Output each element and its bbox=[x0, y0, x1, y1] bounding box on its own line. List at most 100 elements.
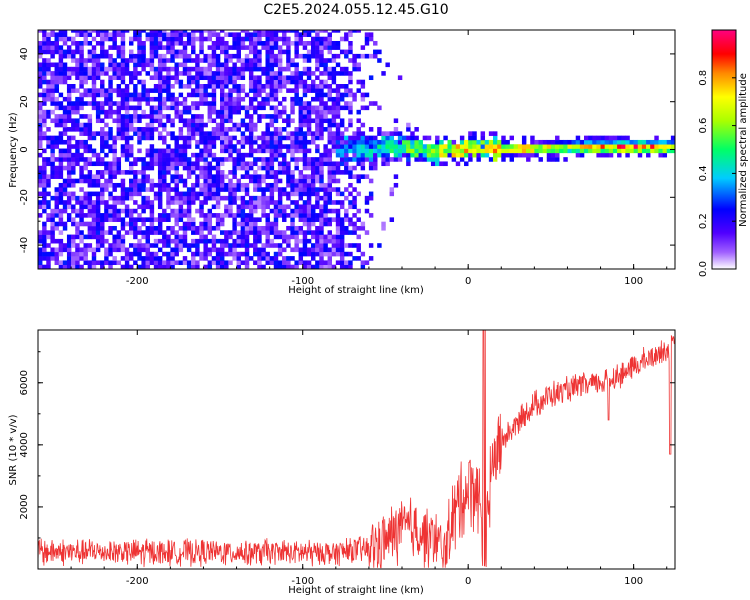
heatmap-cell bbox=[174, 79, 179, 85]
heatmap-cell bbox=[157, 40, 163, 46]
heatmap-cell bbox=[273, 144, 279, 149]
heatmap-cell bbox=[87, 101, 93, 106]
heatmap-cell bbox=[203, 71, 208, 76]
heatmap-cell bbox=[257, 135, 262, 141]
heatmap-cell bbox=[240, 225, 246, 231]
heatmap-cell bbox=[112, 139, 117, 145]
heatmap-cell bbox=[116, 49, 122, 55]
heatmap-cell bbox=[211, 62, 217, 68]
heatmap-cell bbox=[141, 161, 146, 167]
heatmap-cell bbox=[203, 247, 208, 253]
heatmap-cell bbox=[170, 187, 175, 192]
heatmap-cell bbox=[273, 204, 279, 210]
heatmap-cell bbox=[265, 75, 270, 81]
heatmap-cell bbox=[186, 260, 192, 265]
heatmap-cell bbox=[112, 62, 117, 68]
heatmap-cell bbox=[232, 161, 237, 167]
heatmap-cell bbox=[666, 139, 672, 145]
heatmap-cell bbox=[83, 40, 88, 46]
heatmap-cell bbox=[443, 148, 448, 154]
heatmap-cell bbox=[550, 157, 556, 162]
heatmap-cell bbox=[157, 135, 163, 141]
heatmap-cell bbox=[157, 152, 163, 158]
heatmap-cell bbox=[54, 40, 59, 46]
heatmap-cell bbox=[50, 75, 55, 81]
heatmap-cell bbox=[203, 200, 208, 205]
heatmap-cell bbox=[108, 264, 113, 269]
y-tick-label: 0 bbox=[19, 146, 30, 152]
heatmap-cell bbox=[54, 174, 59, 179]
heatmap-cell bbox=[397, 157, 403, 162]
heatmap-cell bbox=[79, 234, 84, 240]
heatmap-cell bbox=[368, 256, 374, 261]
heatmap-cell bbox=[373, 144, 378, 149]
heatmap-cell bbox=[170, 195, 175, 201]
heatmap-cell bbox=[248, 165, 254, 171]
heatmap-cell bbox=[54, 71, 59, 76]
heatmap-cell bbox=[315, 122, 320, 128]
heatmap-cell bbox=[290, 101, 295, 106]
heatmap-cell bbox=[133, 191, 138, 197]
heatmap-cell bbox=[71, 161, 76, 167]
heatmap-cell bbox=[178, 157, 184, 162]
heatmap-cell bbox=[153, 251, 159, 257]
heatmap-cell bbox=[269, 191, 275, 197]
heatmap-cell bbox=[112, 101, 117, 106]
heatmap-cell bbox=[104, 165, 109, 171]
heatmap-cell bbox=[42, 256, 47, 261]
heatmap-cell bbox=[215, 32, 221, 37]
heatmap-cell bbox=[104, 178, 109, 184]
heatmap-cell bbox=[62, 53, 68, 59]
heatmap-cell bbox=[538, 148, 543, 154]
heatmap-cell bbox=[480, 148, 486, 154]
heatmap-cell bbox=[335, 260, 341, 265]
heatmap-cell bbox=[265, 32, 270, 37]
heatmap-cell bbox=[315, 66, 320, 72]
heatmap-cell bbox=[277, 230, 283, 235]
heatmap-cell bbox=[348, 217, 353, 222]
heatmap-cell bbox=[120, 217, 126, 222]
heatmap-cell bbox=[162, 114, 167, 119]
heatmap-cell bbox=[87, 49, 93, 55]
heatmap-cell bbox=[439, 139, 444, 145]
heatmap-cell bbox=[112, 247, 117, 253]
heatmap-cell bbox=[224, 187, 229, 192]
heatmap-cell bbox=[468, 157, 473, 162]
heatmap-cell bbox=[439, 148, 444, 154]
heatmap-cell bbox=[261, 40, 266, 46]
heatmap-cell bbox=[157, 182, 163, 188]
heatmap-cell bbox=[46, 79, 51, 85]
heatmap-cell bbox=[373, 135, 378, 141]
heatmap-cell bbox=[509, 144, 514, 149]
heatmap-cell bbox=[195, 264, 200, 269]
heatmap-cell bbox=[402, 148, 407, 154]
heatmap-cell bbox=[335, 238, 341, 244]
heatmap-cell bbox=[368, 178, 374, 184]
heatmap-cell bbox=[567, 139, 572, 145]
heatmap-cell bbox=[149, 109, 155, 115]
heatmap-cell bbox=[129, 178, 134, 184]
heatmap-cell bbox=[112, 187, 117, 192]
heatmap-cell bbox=[46, 144, 51, 149]
heatmap-cell bbox=[149, 217, 155, 222]
heatmap-cell bbox=[220, 122, 225, 128]
heatmap-cell bbox=[335, 135, 341, 141]
heatmap-cell bbox=[215, 36, 221, 42]
heatmap-cell bbox=[211, 174, 217, 179]
heatmap-cell bbox=[186, 66, 192, 72]
heatmap-cell bbox=[323, 208, 328, 214]
heatmap-cell bbox=[277, 251, 283, 257]
heatmap-cell bbox=[129, 221, 134, 227]
heatmap-cell bbox=[323, 79, 328, 85]
heatmap-cell bbox=[66, 195, 72, 201]
heatmap-cell bbox=[124, 84, 130, 89]
heatmap-cell bbox=[195, 225, 200, 231]
heatmap-cell bbox=[257, 84, 262, 89]
heatmap-cell bbox=[104, 217, 109, 222]
heatmap-cell bbox=[75, 213, 80, 218]
heatmap-cell bbox=[319, 182, 324, 188]
heatmap-cell bbox=[348, 204, 353, 210]
heatmap-cell bbox=[381, 71, 386, 76]
heatmap-cell bbox=[286, 75, 291, 81]
heatmap-cell bbox=[87, 92, 93, 98]
